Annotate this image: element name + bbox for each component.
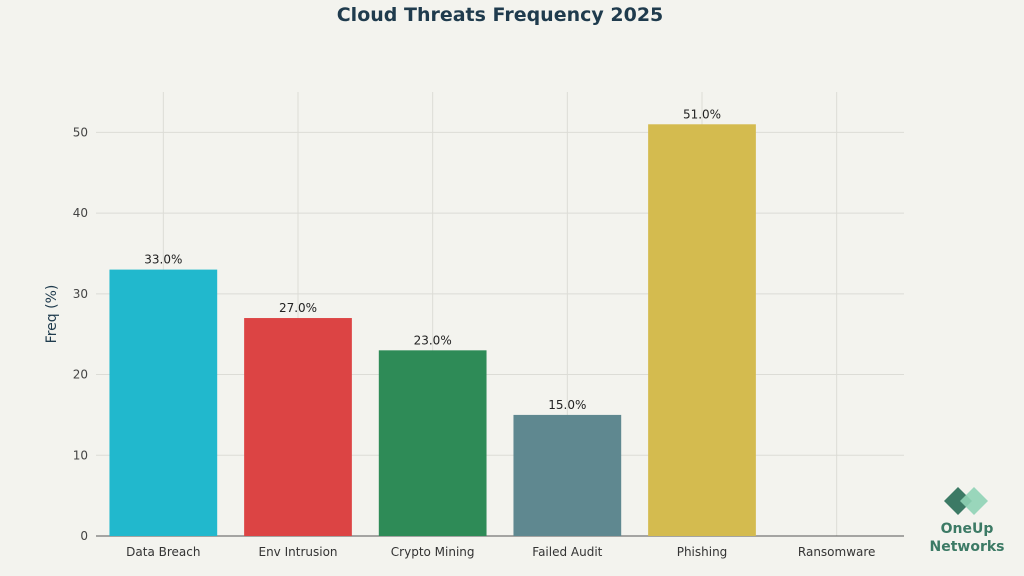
data-label: 27.0% bbox=[279, 301, 317, 315]
data-label: 51.0% bbox=[683, 107, 721, 121]
data-label: 15.0% bbox=[548, 398, 586, 412]
x-tick-label: Env Intrusion bbox=[258, 545, 337, 559]
data-label: 23.0% bbox=[414, 333, 452, 347]
chart-title: Cloud Threats Frequency 2025 bbox=[336, 4, 664, 26]
y-axis-title: Freq (%) bbox=[44, 285, 60, 344]
data-label: 33.0% bbox=[144, 253, 182, 267]
company-logo: OneUp Networks bbox=[920, 486, 1014, 556]
bar-data-breach bbox=[109, 269, 218, 536]
y-tick-label: 50 bbox=[73, 125, 88, 139]
logo-text-line: Networks bbox=[929, 539, 1005, 555]
bar-phishing bbox=[648, 124, 756, 537]
y-tick-label: 40 bbox=[73, 206, 88, 220]
bar-failed-audit bbox=[513, 414, 622, 536]
y-tick-label: 30 bbox=[73, 287, 88, 301]
y-tick-label: 0 bbox=[80, 529, 88, 543]
y-tick-label: 20 bbox=[73, 368, 88, 382]
logo-text: OneUp Networks bbox=[920, 520, 1014, 556]
x-tick-label: Failed Audit bbox=[532, 545, 602, 559]
bar-env-intrusion bbox=[244, 318, 352, 536]
logo-mark-icon bbox=[944, 487, 988, 515]
x-tick-label: Data Breach bbox=[126, 545, 200, 559]
x-tick-label: Crypto Mining bbox=[391, 545, 475, 559]
bar-crypto-mining bbox=[378, 350, 487, 536]
logo-text-line: OneUp bbox=[940, 521, 994, 537]
x-tick-label: Ransomware bbox=[798, 545, 876, 559]
x-tick-label: Phishing bbox=[677, 545, 728, 559]
y-tick-label: 10 bbox=[73, 448, 88, 462]
